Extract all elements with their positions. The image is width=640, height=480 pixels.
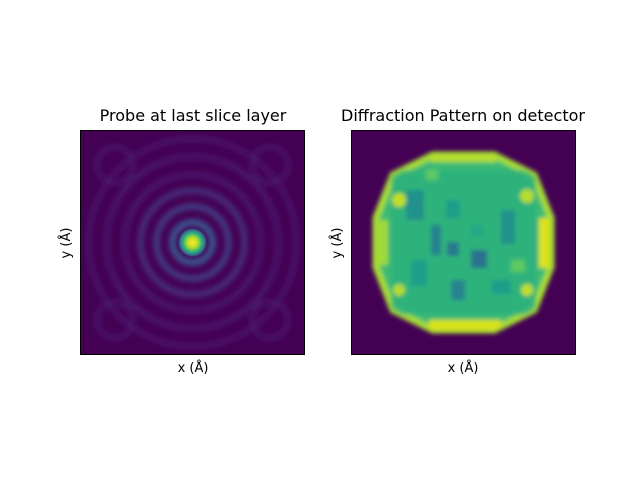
probe-heatmap-image [80, 130, 305, 355]
diffraction-axes-frame [351, 130, 576, 355]
diffraction-title: Diffraction Pattern on detector [341, 106, 585, 125]
diffraction-xlabel: x (Å) [448, 360, 479, 376]
probe-title: Probe at last slice layer [100, 106, 287, 125]
diffraction-ylabel: y (Å) [329, 228, 345, 259]
diffraction-heatmap-image [351, 130, 576, 355]
probe-axes-frame [80, 130, 305, 355]
probe-ylabel: y (Å) [58, 228, 74, 259]
diffraction-heatmap [351, 130, 576, 355]
probe-heatmap [80, 130, 305, 355]
probe-xlabel: x (Å) [178, 360, 209, 376]
panel-diffraction: Diffraction Pattern on detector [329, 106, 585, 376]
panel-probe: Probe at last slice layer [58, 106, 305, 376]
